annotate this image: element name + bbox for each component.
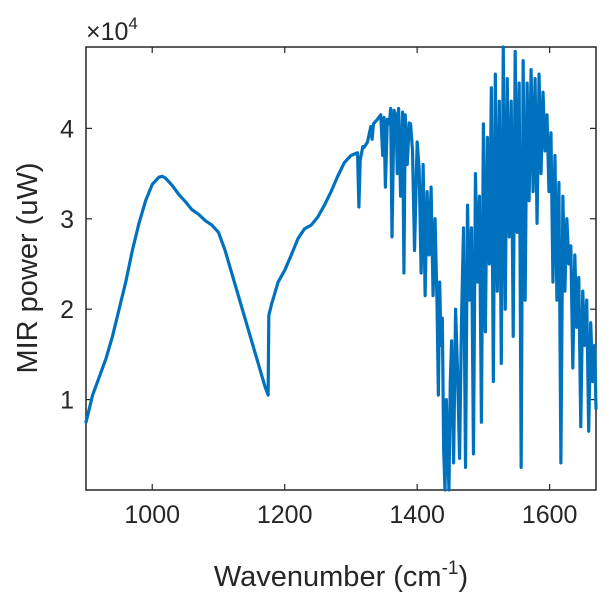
x-axis-label-text: Wavenumber — [214, 561, 386, 593]
y-multiplier-label: ×104 — [86, 14, 138, 46]
x-tick-label: 1000 — [124, 501, 180, 529]
y-tick-label: 1 — [60, 387, 74, 415]
y-tick-label: 2 — [60, 296, 74, 324]
y-multiplier-sign: ×10 — [86, 18, 128, 46]
x-axis-label: Wavenumber (cm-1) — [214, 558, 468, 593]
x-axis-label-unit-prefix: (cm — [393, 561, 441, 593]
y-tick-label: 3 — [60, 206, 74, 234]
x-axis-label-unit-exp: -1 — [442, 558, 459, 579]
x-tick-label: 1600 — [522, 501, 578, 529]
x-tick-label: 1200 — [257, 501, 313, 529]
series-line — [84, 45, 598, 492]
series-group — [84, 45, 598, 492]
y-axis-label: MIR power (uW) — [12, 162, 44, 373]
y-axis-ticks: 1 2 3 4 — [60, 115, 596, 415]
y-tick-label: 4 — [60, 115, 74, 143]
y-multiplier-exp: 4 — [128, 14, 137, 33]
x-axis-ticks: 1000 1200 1400 1600 — [124, 47, 577, 529]
x-axis-label-unit-suffix: ) — [458, 561, 468, 593]
x-tick-label: 1400 — [389, 501, 445, 529]
